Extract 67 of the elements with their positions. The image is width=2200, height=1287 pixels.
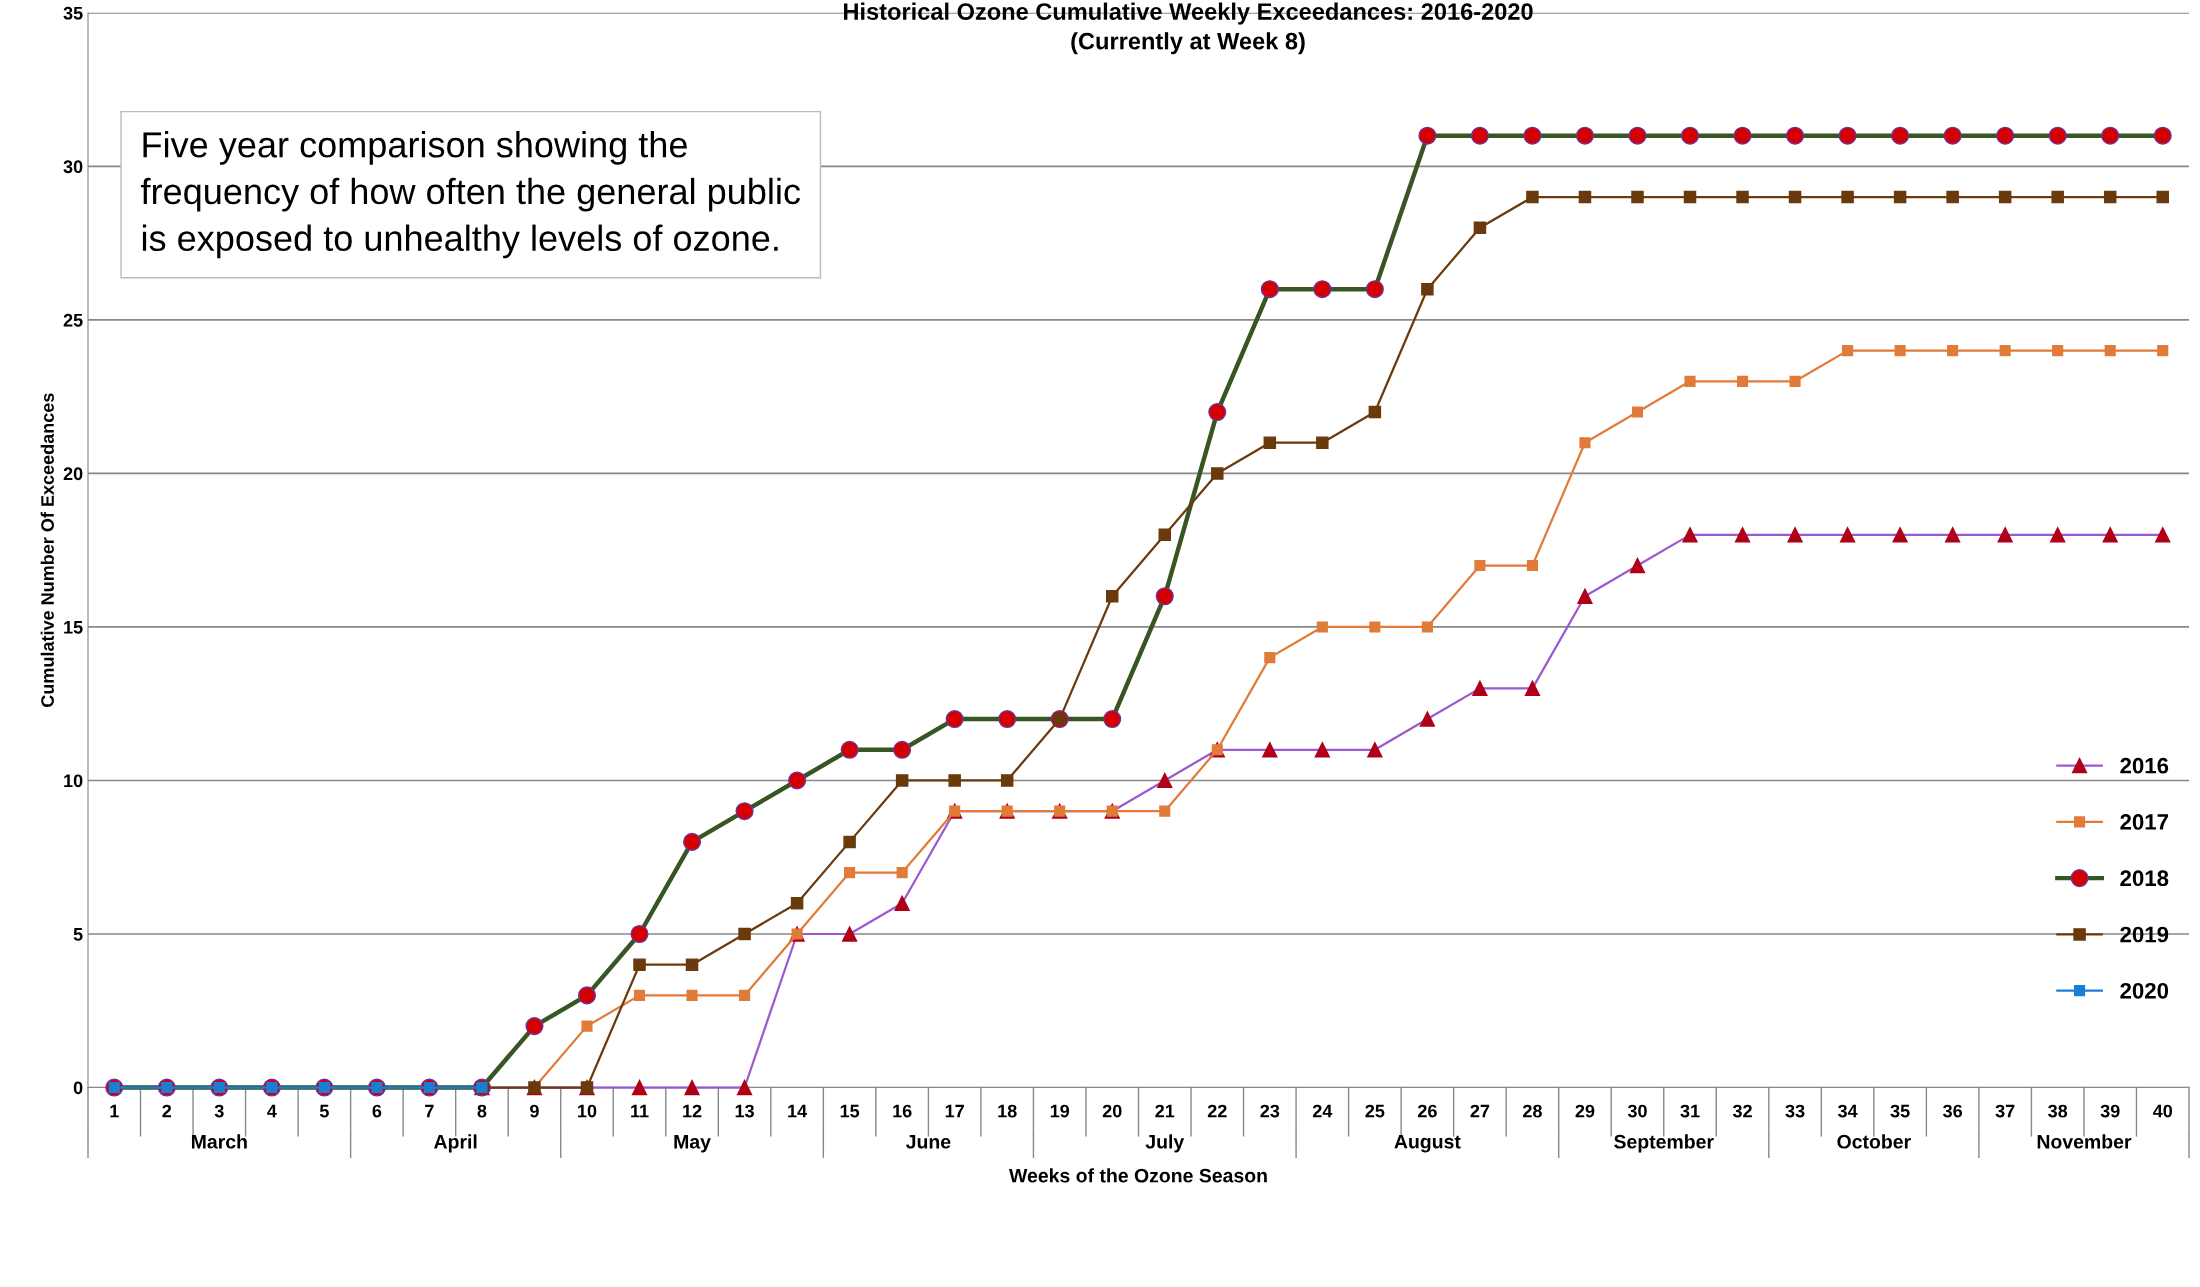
x-tick-label: 14 (788, 1104, 808, 1118)
y-tick-label: 20 (63, 467, 83, 481)
x-tick-label: 18 (998, 1104, 1017, 1118)
x-tick-label: 31 (1680, 1104, 1700, 1118)
x-tick-label: 23 (1260, 1104, 1280, 1118)
legend-label: 2019 (2120, 926, 2169, 943)
x-tick-label: 7 (425, 1104, 434, 1118)
x-tick-label: 9 (530, 1104, 539, 1118)
x-tick-label: 26 (1417, 1104, 1437, 1118)
x-tick-label: 28 (1523, 1104, 1542, 1118)
x-tick-label: 39 (2100, 1104, 2120, 1118)
x-tick-label: 16 (893, 1104, 912, 1118)
x-tick-label: 19 (1050, 1104, 1070, 1118)
text: November (2037, 1134, 2132, 1149)
text: (Currently at Week 8) (1071, 32, 1305, 55)
x-tick-label: 40 (2152, 1104, 2173, 1118)
x-tick-label: 17 (945, 1104, 964, 1118)
text: May (674, 1135, 711, 1153)
x-tick-label: 25 (1365, 1104, 1385, 1118)
text: October (1837, 1134, 1911, 1149)
annotation: Five year comparison showing the frequency of how often the general public is exposed to unhealthy levels of ozone. (141, 131, 801, 259)
text: March (191, 1134, 247, 1149)
x-tick-label: 15 (840, 1104, 860, 1118)
x-tick-label: 24 (1312, 1104, 1333, 1118)
x-tick-label: 4 (267, 1104, 277, 1118)
x-tick-label: 22 (1207, 1104, 1227, 1118)
text: June (906, 1135, 951, 1149)
x-tick-label: 32 (1732, 1104, 1752, 1118)
x-tick-label: 6 (372, 1104, 382, 1118)
y-tick-label: 25 (63, 313, 83, 327)
x-tick-label: 10 (578, 1104, 597, 1118)
text: April (434, 1134, 477, 1153)
x-tick-label: 8 (477, 1104, 487, 1118)
y-axis-title: Cumulative Number Of Exceedances (40, 393, 54, 707)
x-tick-label: 2 (162, 1104, 172, 1118)
x-tick-label: 21 (1155, 1104, 1175, 1118)
x-tick-label: 13 (735, 1104, 754, 1118)
x-tick-label: 27 (1470, 1104, 1490, 1118)
y-tick-label: 15 (64, 621, 83, 634)
x-tick-label: 38 (2048, 1104, 2068, 1118)
x-tick-label: 34 (1837, 1104, 1858, 1118)
x-tick-label: 36 (1943, 1104, 1963, 1118)
chart-title: Historical Ozone Cumulative Weekly Exceedances: 2016-2020 (844, 2, 1533, 25)
text: July (1145, 1134, 1185, 1153)
legend-label: 2016 (2120, 757, 2169, 774)
x-tick-label: 35 (1890, 1104, 1910, 1118)
x-tick-label: 11 (631, 1104, 649, 1118)
text: September (1614, 1134, 1714, 1153)
x-tick-label: 29 (1575, 1104, 1595, 1118)
y-tick-label: 5 (73, 928, 83, 941)
y-tick-label: 35 (63, 6, 83, 20)
legend-label: 2020 (2120, 982, 2169, 999)
x-tick-label: 12 (683, 1104, 702, 1118)
legend-label: 2018 (2120, 870, 2169, 887)
y-tick-label: 10 (64, 774, 83, 788)
x-tick-label: 3 (214, 1104, 224, 1118)
text: August (1394, 1134, 1461, 1153)
y-tick-label: 30 (63, 160, 83, 174)
x-tick-label: 37 (1995, 1104, 2015, 1118)
x-tick-label: 20 (1102, 1104, 1122, 1118)
x-tick-label: 30 (1627, 1104, 1647, 1118)
y-tick-label: 0 (73, 1081, 83, 1095)
x-axis-title: Weeks of the Ozone Season (1009, 1168, 1267, 1183)
x-tick-label: 33 (1785, 1104, 1805, 1118)
x-tick-label: 1 (110, 1104, 119, 1118)
x-tick-label: 5 (319, 1104, 329, 1118)
legend-label: 2017 (2120, 814, 2169, 830)
